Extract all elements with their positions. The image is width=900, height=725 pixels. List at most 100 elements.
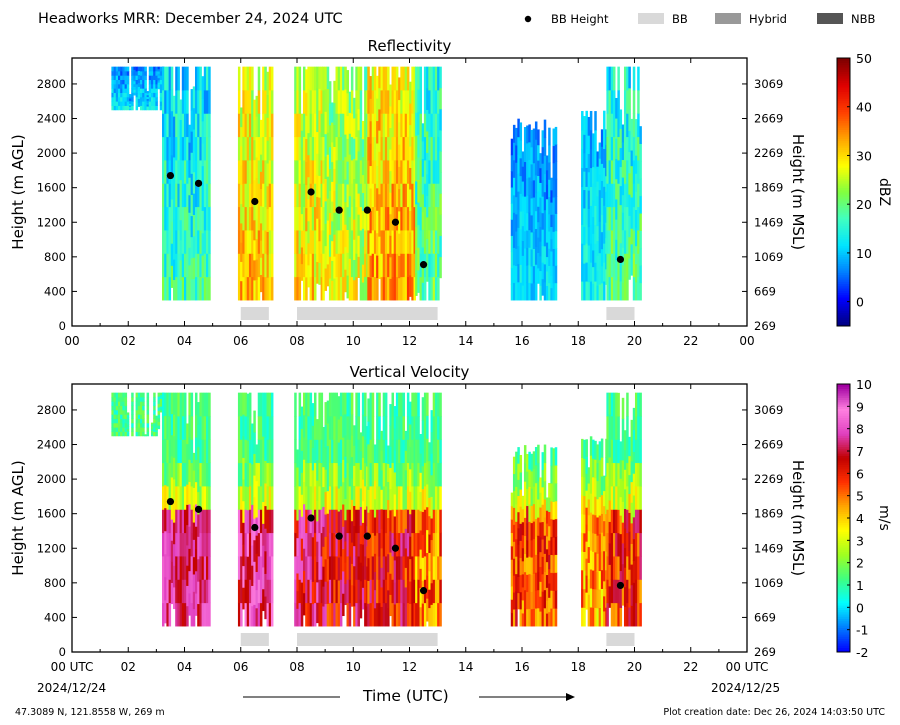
legend-label: Hybrid bbox=[749, 12, 787, 26]
figure-title: Headworks MRR: December 24, 2024 UTC bbox=[38, 11, 343, 27]
x-tick-label: 18 bbox=[571, 660, 586, 674]
y-tick-label: 2800 bbox=[37, 403, 66, 417]
x-tick-label: 22 bbox=[683, 334, 698, 348]
y2-tick-label: 2669 bbox=[754, 438, 783, 452]
legend-label: NBB bbox=[851, 12, 875, 26]
precip-segment bbox=[606, 66, 642, 301]
colorbar: 0 10 20 30 40 50 dBZ bbox=[836, 51, 892, 327]
bb-period-bar bbox=[297, 307, 438, 320]
y-tick-label: 2000 bbox=[37, 146, 66, 160]
bb-height-point bbox=[616, 255, 625, 264]
bb-height-point bbox=[391, 218, 400, 226]
y-tick-label: 1600 bbox=[37, 507, 66, 521]
x-tick-label: 14 bbox=[458, 660, 473, 674]
colorbar-label: dBZ bbox=[876, 178, 892, 206]
x-tick-label: 00 bbox=[739, 334, 754, 348]
y-tick-label: 2400 bbox=[37, 438, 66, 452]
x-tick-label: 16 bbox=[514, 660, 529, 674]
start-date-label: 2024/12/24 bbox=[37, 681, 106, 695]
x-tick-label: 16 bbox=[514, 334, 529, 348]
y-tick-label: 800 bbox=[44, 250, 66, 264]
bb-period-bar bbox=[240, 633, 269, 646]
y2-tick-label: 669 bbox=[754, 610, 776, 624]
bb-period-bar bbox=[606, 633, 635, 646]
colorbar-tick-label: 1 bbox=[856, 578, 864, 593]
heatmap-area bbox=[111, 392, 642, 627]
x-tick-label: 20 bbox=[627, 660, 642, 674]
x-tick-label: 20 bbox=[627, 334, 642, 348]
x-tick-label: 14 bbox=[458, 334, 473, 348]
legend-item-hybrid: Hybrid bbox=[715, 12, 787, 26]
y-tick-label: 1600 bbox=[37, 181, 66, 195]
precip-segment bbox=[111, 66, 165, 111]
colorbar-tick-label: 3 bbox=[856, 533, 864, 548]
colorbar-tick-label: 50 bbox=[856, 51, 872, 66]
precip-segment bbox=[162, 66, 211, 301]
x-tick-label: 08 bbox=[289, 660, 304, 674]
colorbar-tick-label: 6 bbox=[856, 466, 864, 481]
x-tick-label: 02 bbox=[121, 334, 136, 348]
colorbar-tick-label: 9 bbox=[856, 399, 864, 414]
x-tick-label: 06 bbox=[233, 334, 248, 348]
y2-axis-label: Height (m MSL) bbox=[789, 460, 807, 576]
legend-item-bb: BB bbox=[638, 12, 688, 26]
bb-height-point bbox=[335, 532, 343, 540]
bb-height-point bbox=[194, 179, 203, 187]
colorbar-label: m/s bbox=[876, 505, 892, 531]
y2-tick-label: 2269 bbox=[754, 472, 783, 486]
colorbar-tick-label: 10 bbox=[856, 246, 872, 261]
precip-segment bbox=[510, 118, 558, 301]
legend-item-bb-height: BB Height bbox=[524, 12, 609, 26]
y2-tick-label: 2269 bbox=[754, 146, 783, 160]
y-axis-label: Height (m AGL) bbox=[9, 134, 27, 249]
bb-height-point bbox=[194, 505, 203, 513]
precip-segment bbox=[294, 392, 324, 627]
location-label: 47.3089 N, 121.8558 W, 269 m bbox=[15, 707, 165, 718]
precip-segment bbox=[581, 110, 608, 301]
y2-axis-label: Height (m MSL) bbox=[789, 134, 807, 250]
y-tick-label: 400 bbox=[44, 284, 66, 298]
bb-height-point bbox=[391, 544, 400, 552]
colorbar-tick-label: 5 bbox=[856, 489, 864, 504]
y-tick-label: 2400 bbox=[37, 112, 66, 126]
precip-segment bbox=[581, 436, 608, 627]
colorbar-tick-label: 10 bbox=[856, 377, 872, 392]
y-tick-label: 1200 bbox=[37, 541, 66, 555]
legend-item-nbb: NBB bbox=[817, 12, 875, 26]
legend: BB Height BB Hybrid NBB bbox=[524, 12, 875, 26]
bb-height-point bbox=[307, 514, 315, 522]
y-tick-label: 2800 bbox=[37, 77, 66, 91]
panel-title: Reflectivity bbox=[368, 37, 452, 55]
colorbar-tick-label: 30 bbox=[856, 148, 872, 163]
creation-date-label: Plot creation date: Dec 26, 2024 14:03:5… bbox=[663, 707, 885, 718]
bb-height-point bbox=[166, 171, 175, 180]
bb-period-bar bbox=[297, 633, 438, 646]
y2-tick-label: 2669 bbox=[754, 112, 783, 126]
colorbar-tick-label: 40 bbox=[856, 100, 872, 115]
y2-tick-label: 3069 bbox=[754, 77, 783, 91]
precip-segment bbox=[367, 392, 417, 627]
y-tick-label: 0 bbox=[59, 645, 66, 659]
x-tick-label: 10 bbox=[346, 660, 361, 674]
colorbar-tick-label: 4 bbox=[856, 511, 864, 526]
legend-label: BB Height bbox=[551, 12, 609, 26]
precip-segment bbox=[510, 444, 558, 627]
x-tick-label: 00 UTC bbox=[726, 660, 769, 674]
x-tick-label: 00 UTC bbox=[51, 660, 94, 674]
panel-title: Vertical Velocity bbox=[350, 363, 470, 381]
bb-height-point bbox=[166, 497, 175, 506]
bb-period-bar bbox=[240, 307, 269, 320]
bb-height-point bbox=[251, 523, 259, 532]
y-tick-label: 0 bbox=[59, 319, 66, 333]
colorbar-tick-label: -2 bbox=[856, 645, 868, 660]
y2-tick-label: 1869 bbox=[754, 181, 783, 195]
colorbar-tick-label: 7 bbox=[856, 444, 864, 459]
colorbar-tick-label: 0 bbox=[856, 600, 864, 615]
bb-height-point bbox=[363, 532, 371, 540]
time-arrow-right bbox=[479, 693, 575, 701]
y2-tick-label: 1469 bbox=[754, 215, 783, 229]
y-tick-label: 1200 bbox=[37, 215, 66, 229]
precip-segment bbox=[606, 392, 642, 627]
